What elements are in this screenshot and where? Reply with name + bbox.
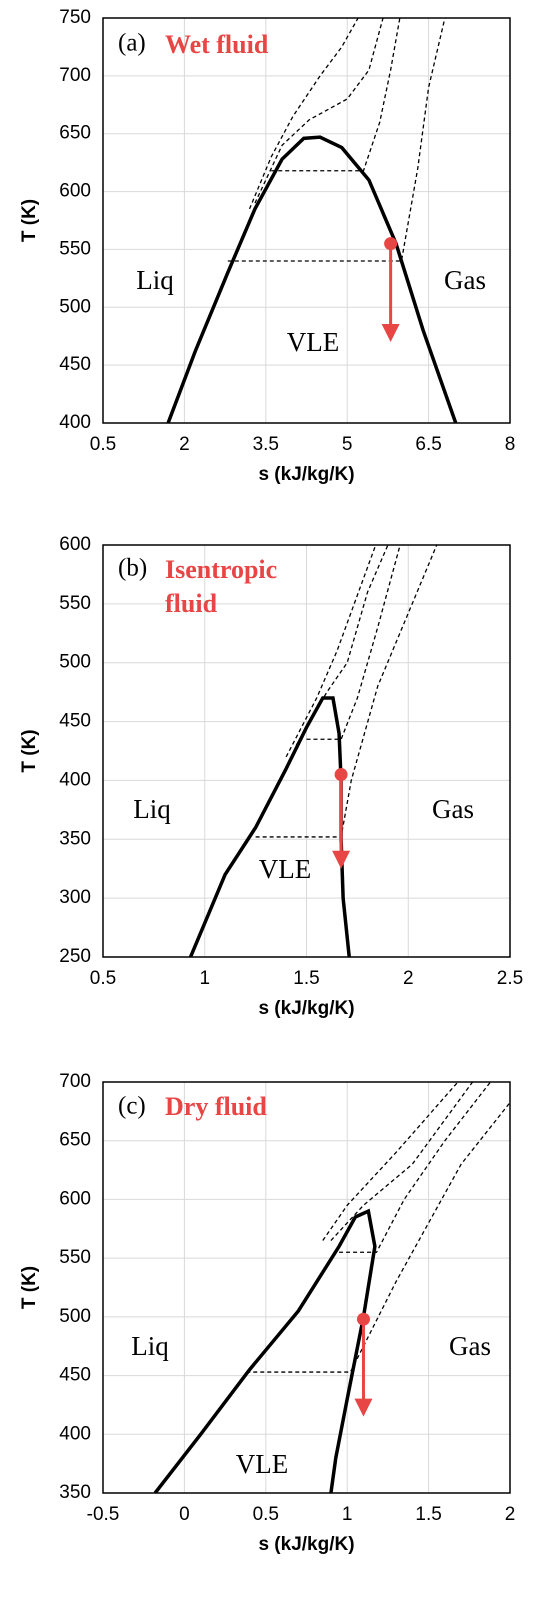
- x-axis-label: s (kJ/kg/K): [258, 1534, 354, 1555]
- panel: 0.5 1 1.5 2 2.5 250 300 350 400 450 500 550 600 s (kJ…: [19, 534, 523, 1019]
- region-label: Gas: [449, 1331, 491, 1361]
- region-label: Liq: [136, 265, 174, 295]
- x-tick-label: 1.5: [293, 968, 319, 989]
- y-tick-label: 500: [59, 652, 91, 673]
- x-tick-label: 1: [342, 1504, 353, 1525]
- region-label: VLE: [287, 327, 339, 357]
- y-axis-label: T (K): [19, 1266, 40, 1309]
- x-tick-label: 0.5: [253, 1504, 279, 1525]
- isobar: [339, 1082, 491, 1253]
- y-tick-label: 350: [59, 828, 91, 849]
- y-tick-label: 450: [59, 1365, 91, 1386]
- y-axis-label: T (K): [19, 729, 40, 772]
- y-tick-label: 250: [59, 946, 91, 967]
- isobar: [227, 18, 446, 262]
- y-tick-label: 650: [59, 123, 91, 144]
- isobar: [255, 545, 438, 838]
- state-point: [334, 768, 348, 782]
- y-tick-label: 400: [59, 412, 91, 433]
- saturation-dome: [188, 696, 351, 957]
- y-tick-label: 300: [59, 887, 91, 908]
- region-label: Liq: [131, 1331, 169, 1361]
- y-tick-label: 600: [59, 181, 91, 202]
- x-tick-label: -0.5: [87, 1504, 120, 1525]
- y-tick-label: 450: [59, 711, 91, 732]
- x-tick-label: 5: [342, 434, 353, 455]
- plot-frame: [102, 1081, 511, 1494]
- x-tick-label: 1: [199, 968, 210, 989]
- arrow-head: [332, 850, 351, 869]
- fluid-title: Isentropic fluid: [165, 555, 278, 618]
- region-label: Liq: [133, 794, 171, 824]
- curves: [153, 1082, 510, 1493]
- panel-label: (c): [118, 1093, 146, 1120]
- isobar: [248, 18, 359, 210]
- y-tick-label: 700: [59, 65, 91, 86]
- saturation-dome: [153, 1208, 377, 1493]
- arrow-head: [381, 324, 400, 342]
- isobar: [306, 545, 401, 740]
- x-tick-label: 2.5: [497, 968, 523, 989]
- region-label: Gas: [444, 265, 486, 295]
- x-tick-label: 3.5: [253, 434, 279, 455]
- y-tick-label: 350: [59, 1482, 91, 1503]
- x-tick-label: 0: [179, 1504, 190, 1525]
- region-label: VLE: [236, 1449, 288, 1479]
- plot-frame: [102, 544, 511, 958]
- x-tick-label: 2: [179, 434, 190, 455]
- isobar: [246, 1101, 510, 1373]
- y-tick-label: 400: [59, 1423, 91, 1444]
- panel: 0.5 2 3.5 5 6.5 8 400 450 500 550 600 650 700 750 s (k…: [19, 7, 515, 485]
- x-tick-label: 1.5: [415, 1504, 441, 1525]
- isobar: [285, 545, 377, 758]
- isobar: [322, 1082, 459, 1241]
- y-tick-label: 600: [59, 534, 91, 555]
- x-axis-label: s (kJ/kg/K): [258, 464, 354, 485]
- arrow-head: [354, 1398, 373, 1417]
- y-tick-label: 650: [59, 1130, 91, 1151]
- state-point: [384, 237, 398, 251]
- saturation-dome: [166, 135, 458, 423]
- fluid-title: Wet fluid: [165, 30, 269, 59]
- y-tick-label: 600: [59, 1188, 91, 1209]
- x-tick-label: 6.5: [415, 434, 441, 455]
- region-label: VLE: [259, 854, 311, 884]
- y-tick-label: 700: [59, 1071, 91, 1092]
- state-point: [356, 1312, 370, 1326]
- y-tick-label: 550: [59, 1247, 91, 1268]
- y-axis-label: T (K): [19, 199, 40, 242]
- x-tick-label: 2: [403, 968, 414, 989]
- y-tick-label: 550: [59, 238, 91, 259]
- x-tick-label: 2: [505, 1504, 516, 1525]
- y-tick-label: 450: [59, 354, 91, 375]
- y-tick-label: 400: [59, 769, 91, 790]
- panel-label: (a): [118, 30, 146, 57]
- x-tick-label: 0.5: [90, 968, 116, 989]
- plot-frame: [102, 17, 511, 424]
- y-tick-label: 500: [59, 1306, 91, 1327]
- fluid-title: Dry fluid: [165, 1092, 267, 1121]
- y-tick-label: 550: [59, 593, 91, 614]
- isobar: [330, 1082, 474, 1241]
- region-label: Gas: [432, 794, 474, 824]
- isobar: [254, 18, 384, 204]
- panel-label: (b): [118, 555, 147, 582]
- y-tick-label: 500: [59, 296, 91, 317]
- x-tick-label: 8: [505, 434, 516, 455]
- curves: [166, 18, 458, 423]
- x-axis-label: s (kJ/kg/K): [258, 998, 354, 1019]
- x-tick-label: 0.5: [90, 434, 116, 455]
- y-tick-label: 750: [59, 7, 91, 28]
- panel: -0.5 0 0.5 1 1.5 2 350 400 450 500 550 600 650 700 s (…: [19, 1071, 516, 1555]
- isobar: [271, 18, 401, 172]
